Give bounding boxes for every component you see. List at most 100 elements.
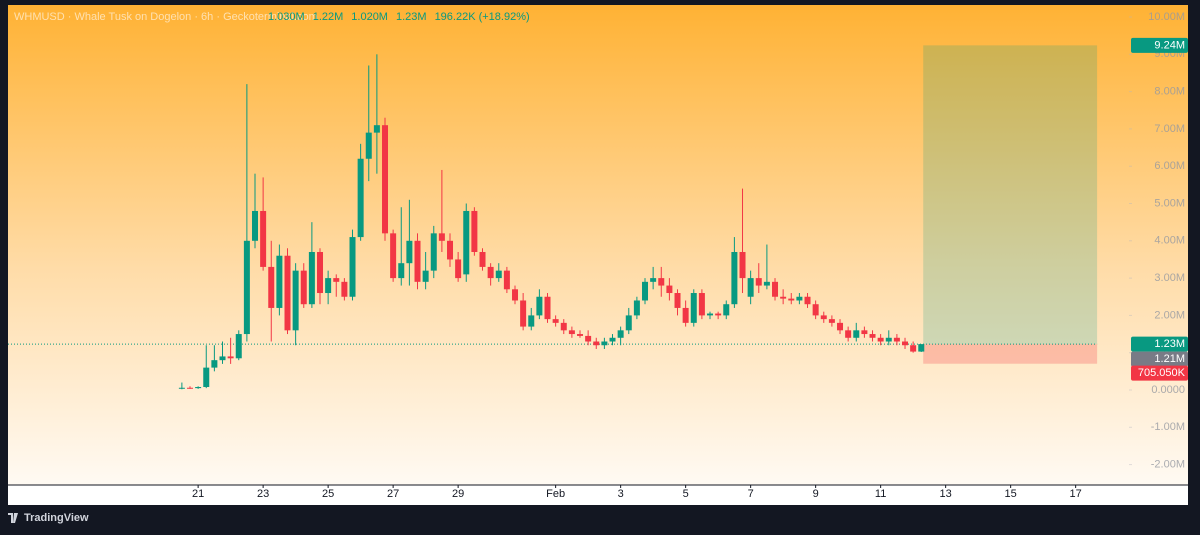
candle-body bbox=[390, 233, 397, 279]
candle-body bbox=[235, 334, 242, 359]
x-tick-label: 5 bbox=[683, 488, 689, 500]
candle-body bbox=[755, 278, 762, 286]
y-tick-label: 5.00M bbox=[1154, 197, 1185, 209]
ohlc-value: 1.22M bbox=[313, 11, 344, 23]
candle-body bbox=[617, 330, 624, 338]
logo-icon bbox=[8, 513, 18, 523]
candle-body bbox=[268, 266, 275, 308]
symbol-header: WHMUSD · Whale Tusk on Dogelon · 6h · Ge… bbox=[14, 11, 318, 23]
candle-body bbox=[812, 304, 819, 316]
y-tick-label: 2.00M bbox=[1154, 309, 1185, 321]
candle-body bbox=[585, 335, 592, 342]
x-tick-label: 25 bbox=[322, 488, 334, 500]
candle-body bbox=[715, 313, 722, 316]
y-tick-label: 10.00M bbox=[1148, 11, 1185, 23]
candle-body bbox=[178, 387, 185, 389]
candle-body bbox=[365, 132, 372, 159]
candle-body bbox=[536, 296, 543, 316]
candle-body bbox=[552, 319, 559, 323]
x-tick-label: 17 bbox=[1070, 488, 1082, 500]
candle-body bbox=[747, 278, 754, 297]
ohlc-value: 1.23M bbox=[396, 11, 427, 23]
candle-body bbox=[357, 158, 364, 238]
candle-body bbox=[739, 251, 746, 279]
x-tick-label: 27 bbox=[387, 488, 399, 500]
candle-body bbox=[601, 341, 608, 346]
candle-body bbox=[333, 278, 340, 282]
x-tick-label: Feb bbox=[546, 488, 565, 500]
target-zone bbox=[923, 45, 1098, 345]
x-tick-label: 13 bbox=[940, 488, 952, 500]
candle-body bbox=[593, 341, 600, 346]
candle-body bbox=[479, 251, 486, 267]
candle-body bbox=[487, 266, 494, 279]
candle-body bbox=[471, 210, 478, 252]
candle-body bbox=[828, 319, 835, 323]
candle-body bbox=[869, 334, 876, 338]
candle-body bbox=[918, 344, 925, 352]
candle-body bbox=[796, 296, 803, 301]
candle-body bbox=[349, 237, 356, 297]
candle-body bbox=[885, 337, 892, 342]
candle-body bbox=[308, 251, 315, 305]
candle-body bbox=[398, 263, 405, 279]
candle-body bbox=[219, 356, 226, 361]
candle-body bbox=[406, 240, 413, 264]
candle-body bbox=[512, 289, 519, 301]
candle-body bbox=[463, 210, 470, 275]
candle-body bbox=[690, 293, 697, 323]
candle-body bbox=[195, 387, 202, 389]
entry-label-bg bbox=[1131, 336, 1188, 352]
y-tick-label: 4.00M bbox=[1154, 235, 1185, 247]
candle-body bbox=[187, 387, 194, 389]
candle-body bbox=[560, 322, 567, 331]
footer-logo: TradingView bbox=[24, 512, 89, 524]
candle-body bbox=[861, 330, 868, 335]
candle-body bbox=[780, 296, 787, 299]
y-tick-label: 6.00M bbox=[1154, 160, 1185, 172]
candle-body bbox=[804, 296, 811, 305]
y-tick-label: 7.00M bbox=[1154, 123, 1185, 135]
candle-body bbox=[211, 360, 218, 368]
candle-body bbox=[447, 240, 454, 260]
stop-label-bg bbox=[1131, 365, 1188, 381]
candle-body bbox=[203, 367, 210, 388]
candle-body bbox=[577, 334, 584, 336]
candle-body bbox=[284, 255, 291, 331]
candle-body bbox=[243, 240, 250, 335]
candle-body bbox=[666, 285, 673, 294]
x-tick-label: 9 bbox=[813, 488, 819, 500]
candle-body bbox=[341, 281, 348, 297]
candle-body bbox=[845, 330, 852, 338]
candle-body bbox=[731, 251, 738, 305]
y-tick-label: 3.00M bbox=[1154, 272, 1185, 284]
candle-body bbox=[642, 281, 649, 301]
x-tick-label: 23 bbox=[257, 488, 269, 500]
ohlc-value: 196.22K (+18.92%) bbox=[435, 11, 530, 23]
price-label: 1.21M bbox=[1154, 353, 1185, 365]
plot-background bbox=[8, 5, 1188, 485]
candle-body bbox=[325, 278, 332, 294]
candle-body bbox=[820, 315, 827, 320]
x-tick-label: 11 bbox=[875, 488, 886, 500]
target-label-bg bbox=[1131, 37, 1188, 53]
candle-body bbox=[723, 304, 730, 316]
x-axis-background bbox=[8, 485, 1188, 505]
candle-body bbox=[455, 259, 462, 279]
candle-body bbox=[382, 125, 389, 234]
candle-body bbox=[260, 210, 267, 267]
candle-body bbox=[373, 125, 380, 133]
candle-body bbox=[837, 322, 844, 331]
x-tick-label: 15 bbox=[1005, 488, 1017, 500]
candle-body bbox=[674, 293, 681, 308]
candle-body bbox=[276, 255, 283, 308]
candle-body bbox=[788, 298, 795, 301]
candle-body bbox=[430, 233, 437, 271]
stop-label: 705.050K bbox=[1138, 367, 1186, 379]
y-tick-label: 8.00M bbox=[1154, 86, 1185, 98]
x-tick-label: 21 bbox=[192, 488, 204, 500]
candle-body bbox=[317, 251, 324, 294]
candle-body bbox=[292, 270, 299, 331]
target-label: 9.24M bbox=[1154, 39, 1185, 51]
